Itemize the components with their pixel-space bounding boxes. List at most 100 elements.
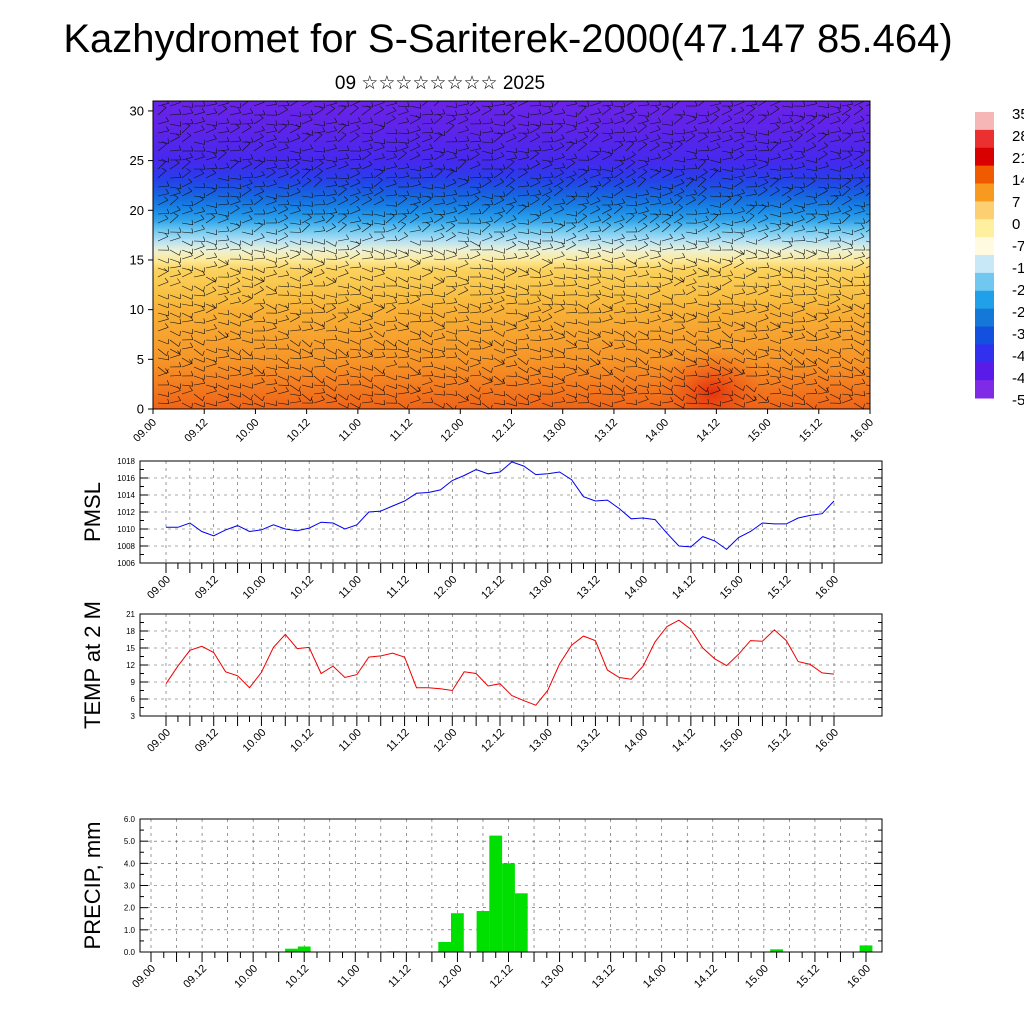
wind-barb-shaft	[853, 204, 865, 208]
wind-barb-shaft	[373, 348, 386, 350]
wind-barb-feather	[847, 151, 853, 156]
colorbar-swatch	[975, 344, 994, 363]
wind-barb-shaft	[301, 393, 311, 402]
wind-barb-shaft	[301, 195, 313, 198]
wind-barb-feather	[214, 244, 218, 250]
wind-barb-feather	[598, 307, 602, 313]
wind-barb-feather	[707, 128, 710, 134]
wind-barb-shaft	[685, 177, 697, 181]
wind-barb-shaft	[841, 398, 853, 404]
wind-barb-feather	[536, 178, 541, 183]
wind-barb-shaft	[685, 339, 696, 346]
wind-barb-shaft	[409, 390, 421, 395]
wind-barb-feather	[803, 273, 806, 279]
wind-barb-shaft	[589, 220, 601, 224]
wind-barb-feather	[406, 298, 410, 303]
grid	[140, 460, 882, 564]
wind-barb-shaft	[589, 239, 601, 242]
wind-barb-feather	[727, 277, 732, 281]
wind-barb-shaft	[793, 337, 805, 341]
wind-barb-shaft	[661, 330, 673, 335]
wind-barb-feather	[850, 334, 854, 340]
wind-barb-feather	[597, 278, 601, 283]
wind-barb-shaft	[745, 393, 755, 402]
wind-barb-shaft	[853, 382, 865, 386]
wind-barb-shaft	[541, 329, 553, 332]
wind-barb-shaft	[385, 240, 398, 242]
wind-barb-feather	[191, 219, 194, 225]
wind-barb-shaft	[661, 168, 673, 172]
wind-barb-shaft	[805, 300, 817, 305]
wind-barb-shaft	[265, 240, 277, 245]
wind-barb-feather	[550, 325, 554, 330]
wind-barb-shaft	[865, 302, 870, 305]
wind-barb-shaft	[325, 384, 336, 392]
wind-barb-feather	[707, 355, 709, 361]
wind-barb-feather	[767, 282, 770, 288]
wind-barb-shaft	[433, 236, 445, 242]
wind-barb-shaft	[481, 258, 493, 263]
wind-barb-shaft	[397, 198, 408, 206]
wind-barb-shaft	[553, 308, 565, 314]
wind-barb-feather	[635, 227, 638, 233]
wind-barb-shaft	[649, 195, 661, 198]
wind-barb-shaft	[313, 134, 323, 143]
wind-barb-shaft	[721, 157, 733, 161]
wind-barb-feather	[801, 333, 805, 338]
wind-barb-feather	[502, 341, 505, 347]
wind-barb-feather	[407, 362, 410, 368]
wind-barb-shaft	[697, 120, 709, 125]
wind-barb-shaft	[265, 285, 276, 292]
wind-barb-shaft	[553, 401, 565, 404]
wind-barb-shaft	[601, 132, 614, 135]
wind-barb-shaft	[265, 273, 277, 278]
wind-barb-shaft	[685, 247, 697, 251]
wind-barb-feather	[683, 109, 686, 115]
wind-barb-feather	[369, 323, 373, 329]
wind-barb-shaft	[649, 157, 661, 161]
wind-barb-feather	[178, 370, 182, 376]
wind-barb-shaft	[469, 393, 480, 400]
wind-barb-feather	[623, 330, 625, 336]
wind-barb-shaft	[205, 150, 217, 154]
wind-barb-feather	[646, 370, 650, 375]
wind-barb-feather	[741, 117, 745, 122]
wind-barb-shaft	[673, 257, 685, 260]
wind-barb-shaft	[781, 176, 793, 179]
wind-barb-feather	[837, 107, 841, 112]
wind-barb-feather	[560, 134, 565, 139]
wind-barb-feather	[707, 335, 710, 341]
wind-barb-shaft	[241, 372, 253, 377]
wind-barb-feather	[262, 101, 265, 103]
wind-barb-feather	[383, 389, 386, 395]
colorbar-label: -28	[1012, 304, 1024, 321]
wind-barb-shaft	[157, 107, 167, 116]
wind-barb-feather	[311, 130, 314, 136]
wind-barb-feather	[611, 128, 614, 134]
wind-barb-shaft	[373, 190, 384, 197]
wind-barb-shaft	[373, 307, 385, 314]
wind-barb-feather	[383, 219, 386, 225]
wind-barb-shaft	[637, 244, 648, 251]
wind-barb-shaft	[481, 339, 492, 346]
y-tick-label: 2.0	[124, 904, 136, 913]
wind-barb-feather	[811, 132, 816, 137]
wind-barb-shaft	[613, 219, 625, 224]
wind-barb-shaft	[433, 134, 443, 143]
wind-barb-shaft	[157, 281, 169, 287]
wind-barb-shaft	[301, 240, 313, 244]
wind-barb-feather	[403, 232, 408, 237]
wind-barb-feather	[429, 377, 433, 382]
wind-barb-shaft	[853, 180, 864, 188]
colorbar-label: -7	[1012, 238, 1024, 255]
wind-barb-feather	[619, 222, 624, 227]
wind-barb-shaft	[745, 321, 757, 327]
wind-barb-shaft	[589, 357, 599, 366]
wind-barb-feather	[537, 369, 541, 374]
wind-barb-feather	[765, 350, 769, 355]
x-tick-label: 11.00	[335, 963, 362, 990]
wind-barb-shaft	[373, 157, 385, 161]
wind-barb-feather	[575, 218, 578, 224]
wind-barb-feather	[730, 333, 733, 339]
wind-barb-shaft	[253, 117, 264, 125]
